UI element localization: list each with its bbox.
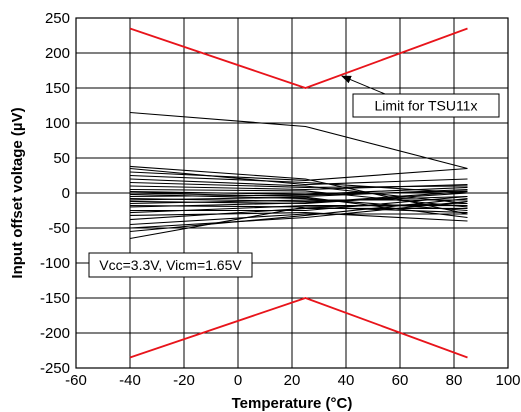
series-line bbox=[129, 191, 468, 208]
series-line bbox=[129, 167, 468, 181]
series-line bbox=[129, 167, 468, 186]
x-axis-title: Temperature (°C) bbox=[232, 395, 353, 412]
series-line bbox=[129, 207, 468, 221]
limit-line bbox=[129, 297, 468, 359]
series-line bbox=[129, 205, 468, 214]
series-line bbox=[129, 184, 468, 191]
condition-note-text: Vcc=3.3V, Vicm=1.65V bbox=[99, 257, 242, 273]
y-tick-label: 150 bbox=[45, 80, 70, 97]
series-line bbox=[129, 165, 468, 215]
x-tick-label: 0 bbox=[234, 372, 242, 389]
x-tick-label: 100 bbox=[495, 372, 520, 389]
y-tick-label: 250 bbox=[45, 10, 70, 27]
x-tick-label: 80 bbox=[446, 372, 463, 389]
series-line bbox=[129, 213, 468, 226]
y-tick-label: 50 bbox=[53, 150, 70, 167]
limit-callout-text: Limit for TSU11x bbox=[375, 98, 478, 114]
x-tick-label: 20 bbox=[284, 372, 301, 389]
y-tick-label: 100 bbox=[45, 115, 70, 132]
y-tick-label: -200 bbox=[40, 325, 70, 342]
callout-arrow bbox=[341, 75, 386, 95]
y-tick-label: 200 bbox=[45, 45, 70, 62]
data-series bbox=[129, 27, 468, 359]
series-line bbox=[129, 202, 468, 240]
limit-line bbox=[129, 27, 468, 89]
series-line bbox=[129, 111, 468, 170]
y-axis-title: Input offset voltage (µV) bbox=[9, 107, 26, 278]
series-line bbox=[129, 186, 468, 195]
y-tick-label: -250 bbox=[40, 360, 70, 377]
x-tick-label: 40 bbox=[338, 372, 355, 389]
limit-callout-box bbox=[352, 93, 500, 118]
x-tick-label: -40 bbox=[119, 372, 141, 389]
tick-labels: -60 -40 -20 0 20 40 60 80 100-250-200-150-100-50… bbox=[40, 10, 521, 389]
x-tick-label: -60 bbox=[65, 372, 87, 389]
series-line bbox=[129, 199, 468, 205]
series-line bbox=[129, 200, 468, 229]
plot-frame bbox=[75, 17, 509, 369]
y-tick-label: -100 bbox=[40, 255, 70, 272]
y-tick-label: -150 bbox=[40, 290, 70, 307]
y-tick-label: -50 bbox=[48, 220, 70, 237]
series-line bbox=[129, 212, 468, 222]
x-tick-label: 60 bbox=[392, 372, 409, 389]
annotations: Limit for TSU11x Vcc=3.3V, Vicm=1.65V bbox=[88, 75, 500, 278]
condition-note-box bbox=[88, 252, 253, 278]
x-tick-label: -20 bbox=[173, 372, 195, 389]
y-tick-label: 0 bbox=[62, 185, 70, 202]
series-line bbox=[129, 190, 468, 198]
